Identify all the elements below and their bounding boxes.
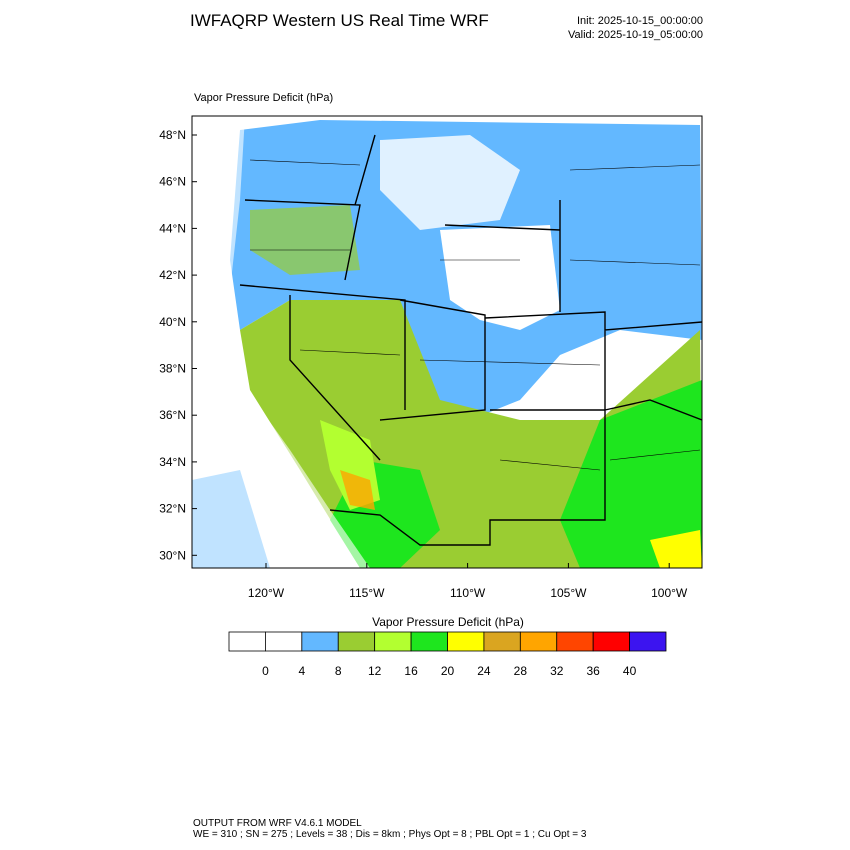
colorbar-label: 16 bbox=[404, 664, 418, 678]
lat-label: 38°N bbox=[159, 362, 186, 376]
lat-label: 32°N bbox=[159, 502, 186, 516]
colorbar-box bbox=[374, 631, 412, 652]
colorbar-title: Vapor Pressure Deficit (hPa) bbox=[372, 615, 524, 629]
footer-line: OUTPUT FROM WRF V4.6.1 MODEL bbox=[193, 818, 362, 829]
colorbar-label: 40 bbox=[623, 664, 637, 678]
lat-label: 30°N bbox=[159, 548, 186, 562]
colorbar-box bbox=[519, 631, 558, 652]
colorbar-label: 24 bbox=[477, 664, 491, 678]
lat-label: 40°N bbox=[159, 315, 186, 329]
colorbar-label: 12 bbox=[368, 664, 382, 678]
colorbar-label: 20 bbox=[441, 664, 455, 678]
lon-labels: 120°W 115°W 110°W 105°W 100°W bbox=[248, 563, 688, 600]
map-label: Vapor Pressure Deficit (hPa) bbox=[194, 92, 333, 104]
lon-label: 100°W bbox=[651, 586, 688, 600]
colorbar-label: 28 bbox=[514, 664, 528, 678]
lat-label: 36°N bbox=[159, 408, 186, 422]
colorbar-label: 0 bbox=[262, 664, 269, 678]
colorbar-box bbox=[483, 631, 521, 652]
map bbox=[191, 115, 703, 569]
colorbar-label: 36 bbox=[586, 664, 600, 678]
lat-label: 42°N bbox=[159, 268, 186, 282]
lon-label: 105°W bbox=[550, 586, 587, 600]
lon-label: 110°W bbox=[450, 586, 486, 600]
colorbar-label: 8 bbox=[335, 664, 342, 678]
lat-label: 44°N bbox=[159, 221, 186, 235]
valid-time: Valid: 2025-10-19_05:00:00 bbox=[568, 29, 703, 41]
footer-line: WE = 310 ; SN = 275 ; Levels = 38 ; Dis … bbox=[193, 829, 587, 840]
colorbar-label: 4 bbox=[298, 664, 305, 678]
colorbar-box bbox=[265, 631, 303, 652]
lat-label: 48°N bbox=[159, 128, 186, 142]
lat-labels: 48°N 46°N 44°N 42°N 40°N 38°N 36°N 34°N 32°N 30°N bbox=[159, 128, 197, 562]
colorbar-box bbox=[447, 631, 485, 652]
colorbar-box bbox=[556, 631, 594, 652]
colorbar-box bbox=[228, 631, 266, 652]
lon-label: 120°W bbox=[248, 586, 285, 600]
colorbar: 0 4 8 12 16 20 24 28 32 36 40 bbox=[228, 631, 667, 678]
colorbar-box bbox=[301, 631, 339, 652]
init-time: Init: 2025-10-15_00:00:00 bbox=[577, 15, 703, 27]
lat-label: 34°N bbox=[159, 455, 186, 469]
colorbar-box bbox=[410, 631, 448, 652]
colorbar-box bbox=[629, 631, 667, 652]
lon-label: 115°W bbox=[349, 586, 385, 600]
colorbar-label: 32 bbox=[550, 664, 564, 678]
colorbar-box bbox=[337, 631, 376, 652]
title: IWFAQRP Western US Real Time WRF bbox=[190, 11, 489, 30]
lat-label: 46°N bbox=[159, 175, 186, 189]
colorbar-box bbox=[592, 631, 630, 652]
